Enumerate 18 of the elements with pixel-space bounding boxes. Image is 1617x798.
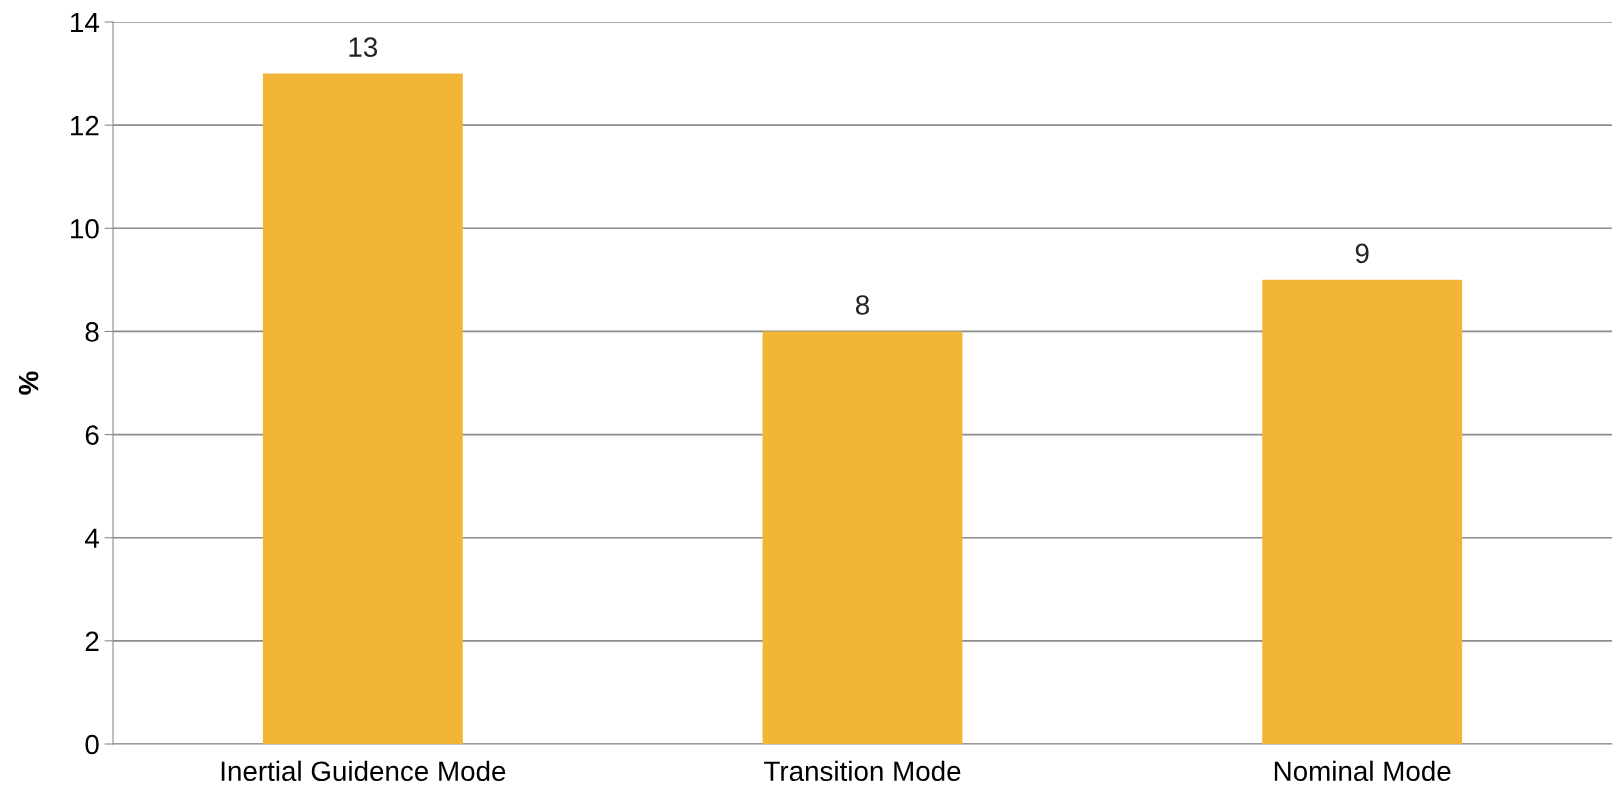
bar xyxy=(262,73,463,744)
y-tick-label: 10 xyxy=(71,218,99,239)
y-tick-label: 6 xyxy=(85,425,99,445)
x-tick-label: Transition Mode xyxy=(764,760,961,782)
bar xyxy=(1262,279,1463,744)
y-tick-label: 0 xyxy=(85,734,99,755)
data-label: 9 xyxy=(1355,243,1369,264)
y-tick-label: 2 xyxy=(85,631,99,651)
y-tick-label: 12 xyxy=(71,115,99,136)
x-tick-label: Nominal Mode xyxy=(1274,760,1451,782)
bar xyxy=(762,331,963,744)
x-tick-label: Inertial Guidence Mode xyxy=(221,760,506,782)
data-label: 8 xyxy=(855,295,870,315)
y-tick-label: 4 xyxy=(85,528,99,548)
data-label: 13 xyxy=(349,37,378,57)
y-tick-label: 8 xyxy=(85,322,99,342)
y-axis-title: % xyxy=(18,371,39,395)
y-tick-label: 14 xyxy=(71,12,99,33)
